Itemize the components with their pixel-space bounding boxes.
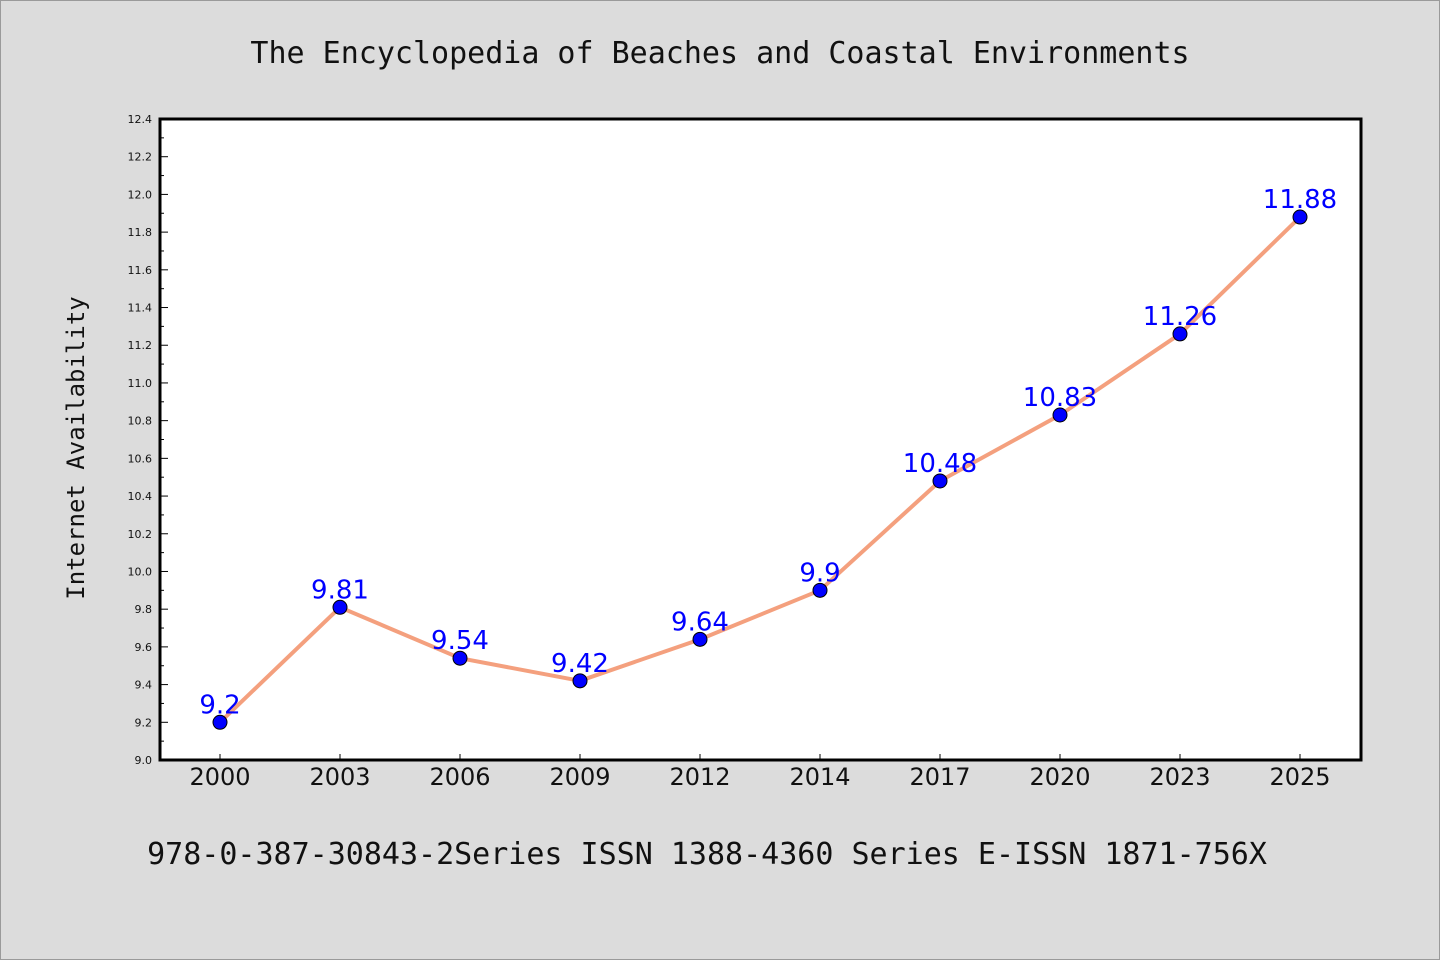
data-point [812, 582, 828, 598]
y-tick-label: 12.4 [128, 113, 153, 126]
y-tick-label: 9.4 [135, 679, 153, 692]
data-point [1172, 326, 1188, 342]
y-tick-label: 11.4 [128, 302, 153, 315]
x-tick-label: 2009 [549, 763, 610, 791]
y-tick-label: 10.8 [128, 415, 153, 428]
x-tick-label: 2025 [1269, 763, 1330, 791]
x-tick-label: 2006 [429, 763, 490, 791]
y-tick-label: 10.0 [128, 565, 153, 578]
series-line-layer [218, 215, 1302, 724]
data-label-layer: 9.2 9.81 9.54 9.42 9.64 9.9 10.48 10.83 11.26 11.… [199, 185, 1337, 720]
plot-area [158, 117, 1363, 762]
y-tick-label: 10.6 [128, 452, 153, 465]
series-line [218, 215, 1302, 724]
x-tick-label: 2023 [1149, 763, 1210, 791]
y-tick-label: 11.6 [128, 264, 153, 277]
y-tick-label: 9.2 [135, 716, 153, 729]
data-point [692, 631, 708, 647]
y-tick-label: 9.8 [135, 603, 153, 616]
x-axis-ticks: 2000 2003 2006 2009 2012 2014 2017 2020 2023 2025 [189, 754, 1331, 791]
x-tick-label: 2020 [1029, 763, 1090, 791]
data-label: 10.48 [903, 449, 977, 479]
y-tick-label: 11.2 [128, 339, 153, 352]
data-label: 11.26 [1143, 302, 1217, 332]
data-point [212, 714, 228, 730]
data-point [572, 673, 588, 689]
x-tick-label: 2000 [189, 763, 250, 791]
chart-footer: 978-0-387-30843-2Series ISSN 1388-4360 S… [147, 837, 1267, 872]
x-tick-label: 2003 [309, 763, 370, 791]
data-marker-layer [212, 209, 1308, 730]
y-tick-label: 12.0 [128, 188, 153, 201]
y-axis-label: Internet Availability [62, 296, 90, 599]
data-label: 9.9 [799, 558, 840, 588]
y-tick-label: 9.0 [135, 754, 153, 767]
chart-title: The Encyclopedia of Beaches and Coastal … [250, 36, 1189, 71]
x-tick-label: 2017 [909, 763, 970, 791]
data-point [1292, 209, 1308, 225]
y-tick-label: 11.8 [128, 226, 153, 239]
data-point [332, 599, 348, 615]
x-tick-label: 2012 [669, 763, 730, 791]
data-label: 9.81 [311, 575, 369, 605]
y-tick-label: 10.2 [128, 528, 153, 541]
data-point [1052, 407, 1068, 423]
data-label: 9.54 [431, 626, 489, 656]
data-point [932, 473, 948, 489]
y-tick-label: 12.2 [128, 151, 153, 164]
data-point [452, 650, 468, 666]
data-label: 11.88 [1263, 185, 1337, 215]
data-label: 9.2 [199, 690, 240, 720]
y-axis-ticks: 9.0 9.2 9.4 9.6 9.8 10.0 10.2 10.4 10.6 10.8 11.0 1… [128, 113, 168, 767]
data-label: 9.64 [671, 607, 729, 637]
y-tick-label: 9.6 [135, 641, 153, 654]
x-tick-label: 2014 [789, 763, 850, 791]
y-tick-label: 10.4 [128, 490, 153, 503]
data-label: 10.83 [1023, 383, 1097, 413]
data-label: 9.42 [551, 649, 609, 679]
y-tick-label: 11.0 [128, 377, 153, 390]
